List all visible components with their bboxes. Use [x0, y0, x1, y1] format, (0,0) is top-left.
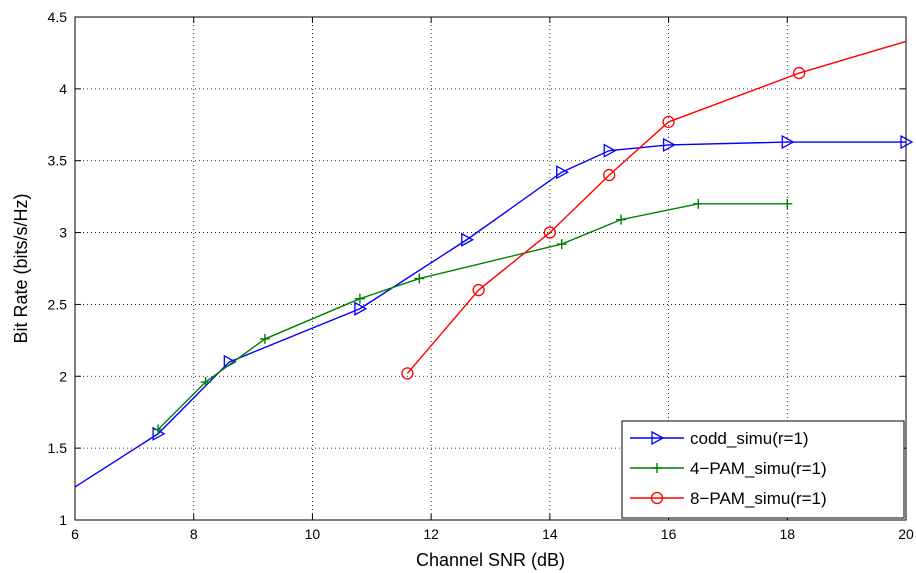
- x-tick-label: 18: [779, 526, 795, 542]
- y-tick-label: 3: [59, 225, 67, 241]
- data-point: [662, 137, 676, 153]
- series-2: [401, 40, 907, 380]
- data-point: [556, 165, 570, 180]
- data-point: [556, 239, 567, 250]
- x-tick-label: 14: [542, 526, 558, 542]
- x-tick-label: 8: [190, 526, 198, 542]
- ticks: 6 8 10 12 14 16 18 20 1 1.5 2 2.5 3 3.5 4 4.5: [48, 9, 914, 542]
- data-point: [414, 273, 425, 284]
- series-group: [74, 40, 914, 488]
- x-tick-label: 16: [661, 526, 677, 542]
- data-point: [793, 66, 806, 80]
- data-point: [616, 214, 627, 225]
- data-point: [401, 367, 414, 380]
- y-tick-label: 1.5: [48, 440, 68, 456]
- x-tick-label: 10: [305, 526, 321, 542]
- x-tick-label: 20: [898, 526, 914, 542]
- legend-label: 8−PAM_simu(r=1): [690, 489, 827, 508]
- series-line: [74, 141, 906, 488]
- data-point: [472, 283, 485, 297]
- y-tick-label: 3.5: [48, 153, 68, 169]
- y-tick-label: 4: [59, 81, 67, 97]
- data-point: [603, 168, 616, 182]
- y-tick-label: 4.5: [48, 9, 68, 25]
- series-line: [157, 203, 788, 430]
- x-tick-label: 6: [71, 526, 79, 542]
- legend-label: 4−PAM_simu(r=1): [690, 459, 827, 478]
- data-point: [461, 232, 475, 247]
- legend-marker: [650, 491, 664, 505]
- data-point: [200, 377, 211, 388]
- data-point: [662, 115, 675, 129]
- series-line: [406, 40, 907, 374]
- data-point: [354, 301, 368, 316]
- plot-frame: [74, 16, 907, 521]
- y-tick-label: 1: [59, 512, 67, 528]
- y-tick-label: 2.5: [48, 296, 68, 312]
- data-point: [153, 424, 164, 435]
- y-axis-label: Bit Rate (bits/s/Hz): [11, 193, 31, 343]
- legend-marker: [651, 430, 665, 446]
- data-point: [781, 134, 795, 150]
- data-point: [603, 143, 617, 158]
- legend-label: codd_simu(r=1): [690, 429, 809, 448]
- data-point: [543, 226, 557, 239]
- data-point: [693, 198, 704, 209]
- series-1: [153, 198, 793, 435]
- data-point: [354, 293, 365, 304]
- legend-box: [621, 420, 905, 519]
- x-axis-label: Channel SNR (dB): [416, 550, 565, 570]
- legend-marker: [652, 463, 662, 473]
- data-point: [259, 333, 270, 344]
- data-point: [782, 198, 793, 209]
- x-tick-label: 12: [423, 526, 439, 542]
- y-tick-label: 2: [59, 368, 67, 384]
- legend: codd_simu(r=1) 4−PAM_simu(r=1) 8−PAM_simu(…: [621, 420, 905, 519]
